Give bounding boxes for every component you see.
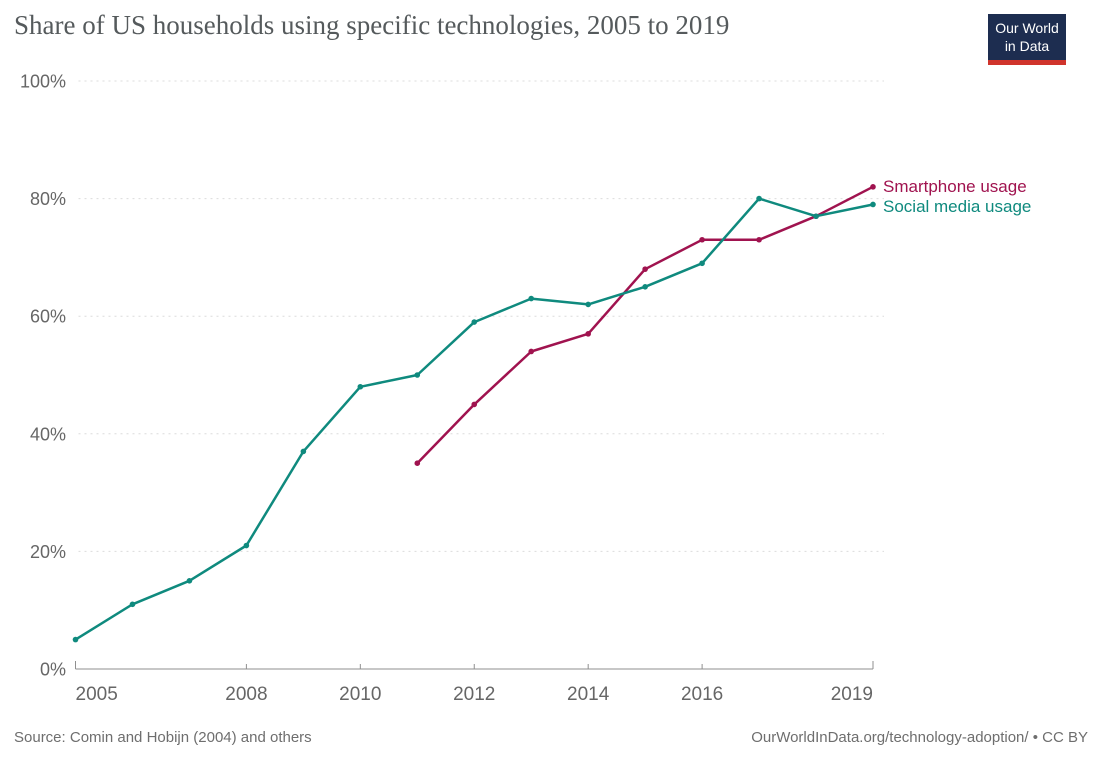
owid-logo: Our World in Data	[988, 14, 1066, 65]
x-tick-label: 2012	[453, 684, 495, 705]
owid-logo-line2: in Data	[1004, 38, 1050, 55]
data-point	[528, 295, 535, 302]
x-tick-label: 2014	[567, 684, 610, 705]
x-tick-label: 2005	[76, 684, 118, 705]
attribution-link: OurWorldInData.org/technology-adoption/ …	[751, 729, 1088, 746]
data-point	[756, 195, 762, 202]
data-point	[528, 348, 535, 355]
y-tick-label: 0%	[40, 660, 66, 680]
series-line-social-media-usage	[74, 197, 875, 641]
data-point	[756, 236, 762, 243]
legend-label-text: Smartphone usage	[883, 176, 1027, 196]
x-tick-label: 2010	[339, 684, 381, 705]
data-point	[471, 319, 478, 325]
data-point	[699, 260, 705, 267]
owid-logo-line1: Our World	[995, 20, 1059, 36]
data-point	[72, 636, 79, 643]
data-point	[129, 601, 136, 608]
data-point	[585, 331, 591, 337]
x-tick-label: 2016	[681, 684, 723, 705]
page-title: Share of US households using specific te…	[14, 10, 730, 40]
data-point	[471, 401, 478, 408]
x-tick-label: 2019	[831, 684, 873, 705]
x-tick-labels: 2005 2008 2010 2012 2014 2016 2019	[76, 684, 874, 705]
data-point	[243, 542, 250, 549]
x-tick-label: 2008	[225, 684, 267, 705]
chart-footer: Source: Comin and Hobijn (2004) and othe…	[14, 729, 1088, 746]
x-axis	[75, 661, 874, 670]
y-gridlines	[78, 80, 884, 552]
data-point	[414, 372, 421, 378]
data-point	[357, 383, 364, 390]
y-tick-label: 80%	[30, 189, 66, 209]
series-lines	[72, 184, 876, 643]
data-point	[870, 184, 876, 190]
legend-label-text: Social media usage	[883, 196, 1032, 216]
legend-label-social-media-usage: Social media usage	[883, 197, 1031, 217]
y-tick-label: 40%	[30, 424, 66, 444]
data-point	[585, 301, 591, 308]
y-tick-label: 60%	[30, 307, 66, 327]
data-point	[813, 213, 819, 220]
series-line-smartphone-usage	[416, 185, 875, 465]
data-point	[699, 236, 705, 243]
data-point	[642, 284, 648, 290]
y-tick-labels: 0% 20% 40% 60% 80% 100%	[20, 72, 66, 680]
data-point	[300, 448, 307, 455]
y-tick-label: 100%	[20, 72, 66, 92]
source-note: Source: Comin and Hobijn (2004) and othe…	[14, 729, 312, 746]
data-point	[414, 460, 421, 467]
legend-label-smartphone-usage: Smartphone usage	[883, 177, 1027, 197]
data-point	[642, 266, 648, 272]
data-point	[186, 578, 193, 584]
y-tick-label: 20%	[30, 542, 66, 562]
data-point	[870, 201, 876, 208]
